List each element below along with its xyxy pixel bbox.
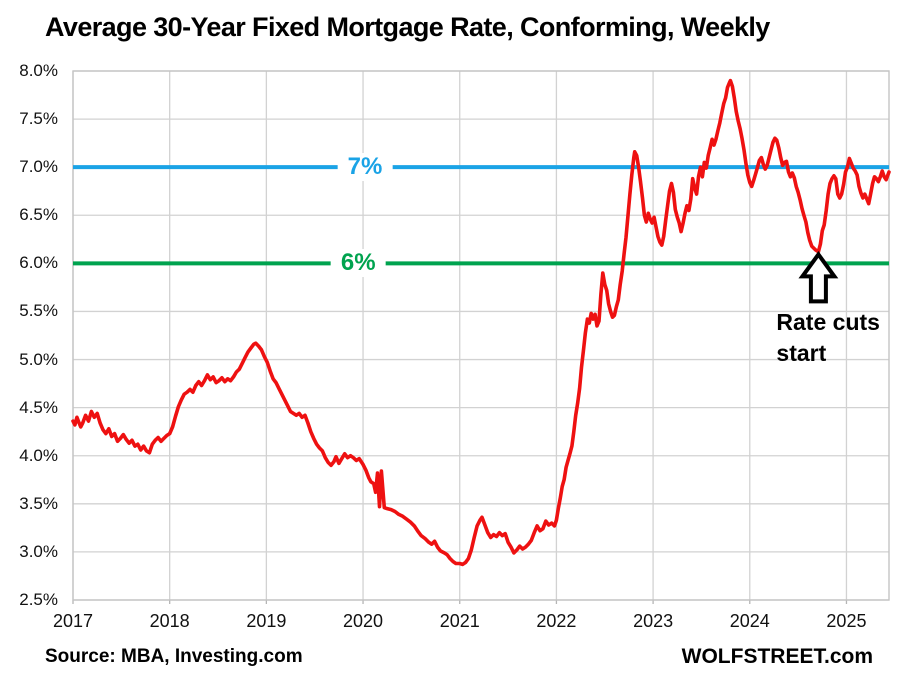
y-axis-tick-label: 5.5%	[19, 301, 58, 321]
y-axis-tick-label: 4.5%	[19, 397, 58, 417]
annotation-line-1: Rate cuts	[776, 309, 880, 336]
wolfstreet-watermark: WOLFSTREET.com	[681, 645, 873, 668]
x-axis-tick-label: 2018	[149, 611, 190, 631]
mortgage-rate-line	[71, 78, 891, 567]
up-arrow-icon	[798, 250, 839, 304]
y-axis-tick-label: 6.0%	[19, 253, 58, 273]
y-axis-tick-label: 2.5%	[19, 590, 58, 609]
x-axis-tick-label: 2021	[439, 611, 480, 631]
y-axis-tick-label: 3.0%	[19, 541, 58, 561]
chart-title: Average 30-Year Fixed Mortgage Rate, Con…	[45, 12, 770, 42]
annotation-line-2: start	[776, 340, 827, 367]
x-axis-tick-label: 2023	[633, 611, 674, 631]
x-axis-tick-label: 2019	[246, 611, 287, 631]
x-axis-tick-label: 2017	[52, 611, 94, 631]
y-axis-tick-label: 6.5%	[19, 205, 58, 225]
ref-line-7pct-label: 7%	[337, 153, 393, 182]
x-axis-tick-label: 2024	[729, 611, 770, 631]
x-axis-tick-label: 2022	[536, 611, 577, 631]
ref-line-6pct-label: 6%	[330, 249, 386, 278]
x-axis-tick-label: 2025	[826, 611, 867, 631]
y-axis-tick-label: 3.5%	[19, 493, 58, 513]
y-axis-tick-label: 8.0%	[19, 61, 58, 80]
y-axis-tick-label: 7.5%	[19, 109, 58, 129]
y-axis-tick-label: 7.0%	[19, 157, 58, 177]
y-axis-tick-label: 5.0%	[19, 349, 58, 369]
x-axis-tick-label: 2020	[343, 611, 384, 631]
y-axis-tick-label: 4.0%	[19, 445, 58, 465]
source-credit: Source: MBA, Investing.com	[45, 646, 303, 667]
plot-border	[72, 70, 890, 601]
annotation-rate-cuts: Rate cuts start	[776, 307, 880, 369]
